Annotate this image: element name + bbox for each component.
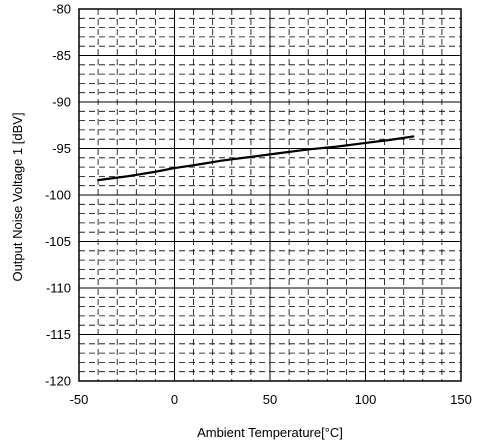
x-tick-label: 0 [171, 392, 178, 407]
x-tick-label: 50 [263, 392, 277, 407]
y-tick-label: -115 [46, 327, 71, 342]
y-tick-labels: -80 -85 -90 -95 -100 -105 -110 -115 -120 [45, 2, 71, 389]
x-tick-labels: -50 0 50 100 150 [70, 392, 472, 407]
x-tick-label: 150 [450, 392, 472, 407]
y-tick-label: -85 [52, 48, 71, 63]
y-tick-label: -105 [45, 234, 71, 249]
y-tick-label: -80 [52, 2, 71, 17]
series-layer [96, 135, 415, 182]
x-axis-title: Ambient Temperature[°C] [197, 425, 343, 440]
y-tick-label: -100 [45, 188, 71, 203]
y-tick-label: -90 [52, 95, 71, 110]
series-line [96, 135, 415, 182]
y-tick-label: -120 [45, 374, 71, 389]
y-tick-label: -95 [52, 141, 71, 156]
y-axis-title: Output Noise Voltage 1 [dBV] [10, 112, 25, 281]
x-tick-label: -50 [70, 392, 89, 407]
plot-frame [78, 8, 462, 382]
x-tick-label: 100 [355, 392, 377, 407]
y-tick-label: -110 [46, 281, 71, 296]
